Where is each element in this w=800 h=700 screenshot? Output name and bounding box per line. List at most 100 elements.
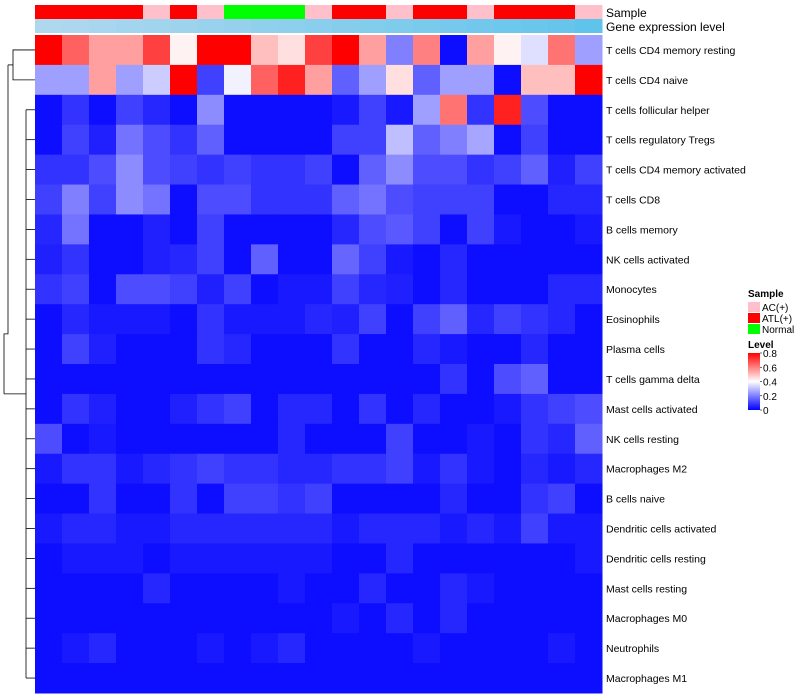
heatmap-cell [548, 35, 576, 66]
gene-expression-cell [521, 19, 549, 33]
heatmap-cell [170, 35, 198, 66]
heatmap-cell [143, 154, 171, 186]
heatmap-cell [170, 244, 198, 275]
heatmap-cell [89, 244, 117, 275]
heatmap-cell [116, 543, 144, 574]
heatmap-cell [116, 184, 144, 215]
heatmap-cell [224, 483, 252, 515]
heatmap-cell [467, 453, 495, 485]
heatmap-cell [440, 214, 468, 245]
heatmap-cell [332, 573, 360, 604]
heatmap-cell [521, 64, 549, 96]
heatmap-cell [224, 64, 252, 96]
heatmap-cell [143, 543, 171, 574]
heatmap-cell [386, 154, 414, 186]
heatmap-cell [467, 543, 495, 574]
heatmap-cell [332, 364, 360, 395]
heatmap-cell [197, 214, 225, 245]
gene-expression-cell [386, 19, 414, 33]
heatmap-cell [116, 64, 144, 96]
heatmap-cell [359, 633, 387, 664]
heatmap-cell [251, 64, 279, 96]
row-label: Monocytes [606, 284, 657, 296]
heatmap-cell [251, 603, 279, 634]
heatmap-cell [440, 244, 468, 275]
heatmap-cell [197, 543, 225, 574]
heatmap-cell [548, 453, 576, 485]
heatmap-cell [62, 483, 90, 515]
heatmap-cell [305, 663, 333, 694]
heatmap-cell [170, 304, 198, 335]
heatmap-cell [278, 124, 306, 156]
heatmap-cell [575, 423, 603, 455]
heatmap-cell [197, 393, 225, 425]
heatmap-cell [35, 633, 63, 664]
heatmap-cell [89, 35, 117, 66]
heatmap-cell [386, 633, 414, 664]
heatmap-cell [332, 483, 360, 515]
heatmap-cell [548, 393, 576, 425]
heatmap-cell [413, 274, 441, 305]
heatmap-cell [116, 513, 144, 544]
gene-expression-cell [494, 19, 522, 33]
heatmap-cell [494, 64, 522, 96]
heatmap-cell [494, 633, 522, 664]
gene-expression-cell [170, 19, 198, 33]
heatmap-cell [575, 573, 603, 604]
heatmap-cell [35, 483, 63, 515]
heatmap-cell [251, 304, 279, 335]
heatmap-cell [251, 154, 279, 186]
heatmap-cell [224, 124, 252, 156]
heatmap-cell [278, 64, 306, 96]
heatmap-cell [143, 483, 171, 515]
heatmap-cell [413, 35, 441, 66]
heatmap-cell [440, 663, 468, 694]
sample-legend-label: ATL(+) [762, 314, 792, 325]
heatmap-cell [494, 423, 522, 455]
heatmap-cell [332, 513, 360, 544]
heatmap-cell [278, 603, 306, 634]
heatmap-cell [116, 94, 144, 126]
dendrogram-branch [12, 49, 35, 81]
heatmap-cell [170, 124, 198, 156]
row-label: B cells memory [606, 224, 679, 236]
heatmap-cell [467, 154, 495, 186]
heatmap-cell [197, 423, 225, 455]
heatmap-cell [143, 35, 171, 66]
heatmap-cell [413, 513, 441, 544]
row-label: Mast cells activated [606, 404, 698, 416]
heatmap-cell [521, 423, 549, 455]
heatmap-cell [521, 304, 549, 335]
heatmap-cell [278, 334, 306, 365]
heatmap-cell [143, 244, 171, 275]
heatmap-cell [521, 274, 549, 305]
heatmap-cell [35, 513, 63, 544]
sample-annotation-cell [170, 5, 198, 19]
gene-expression-cell [278, 19, 306, 33]
heatmap-cell [197, 274, 225, 305]
heatmap-cell [62, 334, 90, 365]
heatmap-cell [197, 663, 225, 694]
heatmap-cell [35, 543, 63, 574]
heatmap-cell [521, 603, 549, 634]
heatmap-cell [467, 663, 495, 694]
heatmap-cell [305, 304, 333, 335]
heatmap-cell [575, 334, 603, 365]
heatmap-cell [62, 633, 90, 664]
heatmap-cell [467, 244, 495, 275]
row-label: T cells regulatory Tregs [606, 135, 715, 147]
heatmap-cell [575, 513, 603, 544]
legend: Sample AC(+)ATL(+)Normal Level 0.8 0.6 0.4… [748, 289, 794, 417]
heatmap-cells [35, 35, 603, 694]
heatmap-cell [359, 124, 387, 156]
heatmap-cell [62, 35, 90, 66]
row-label: T cells CD4 memory activated [606, 165, 746, 177]
heatmap-cell [143, 214, 171, 245]
heatmap-cell [332, 543, 360, 574]
heatmap-cell [170, 573, 198, 604]
level-legend-tick-label: 0 [763, 406, 769, 417]
heatmap-cell [575, 35, 603, 66]
heatmap-cell [62, 453, 90, 485]
heatmap-cell [197, 94, 225, 126]
heatmap-cell [440, 184, 468, 215]
